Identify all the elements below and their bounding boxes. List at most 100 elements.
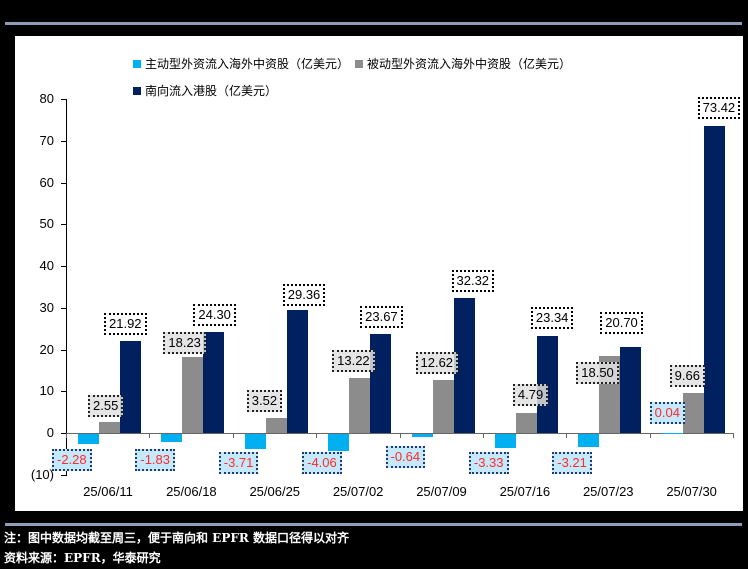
legend-item-southbound: 南向流入港股（亿美元） (133, 82, 277, 99)
bottom-rule (5, 523, 742, 526)
chart-panel (15, 36, 743, 511)
bar-active (78, 434, 99, 444)
bar-active (244, 434, 266, 450)
y-tick (61, 391, 66, 393)
bar-passive (515, 413, 537, 433)
x-tick (66, 433, 67, 438)
x-tick-label: 25/07/02 (332, 484, 384, 499)
footer-note: 注：图中数据均截至周三，便于南向和 EPFR 数据口径得以对齐 (4, 531, 350, 545)
x-tick (482, 433, 484, 438)
data-label-passive: 18.50 (576, 362, 619, 384)
data-label-passive: 18.23 (163, 332, 206, 354)
y-tick-label: 70 (39, 132, 54, 148)
y-tick (61, 474, 66, 476)
bar-active (328, 434, 350, 451)
bar-southbound (703, 126, 725, 433)
data-label-southbound: 29.36 (282, 284, 326, 306)
bar-passive (349, 377, 371, 433)
x-tick (399, 433, 401, 438)
x-tick-label: 25/07/23 (582, 484, 634, 499)
y-tick (61, 307, 66, 309)
data-label-active: -0.64 (385, 446, 426, 468)
data-label-active: -1.83 (135, 449, 176, 471)
data-label-active: -2.28 (52, 449, 92, 471)
data-label-active: -4.06 (302, 452, 342, 474)
legend-row-1: 主动型外资流入海外中资股（亿美元） 被动型外资流入海外中资股（亿美元） (133, 55, 577, 72)
y-tick (61, 349, 66, 351)
data-label-southbound: 20.70 (600, 312, 643, 334)
data-label-southbound: 73.42 (697, 97, 741, 119)
bar-active (411, 434, 433, 437)
data-label-southbound: 21.92 (104, 313, 147, 335)
legend-swatch-active-icon (133, 59, 141, 68)
x-tick (566, 433, 568, 438)
x-tick-label: 25/06/18 (166, 484, 217, 499)
data-label-passive: 13.22 (332, 350, 375, 372)
legend-row-2: 南向流入港股（亿美元） (133, 82, 283, 99)
bar-southbound (620, 346, 642, 433)
legend-label-southbound: 南向流入港股（亿美元） (145, 84, 278, 98)
bar-southbound (286, 310, 308, 433)
x-tick (733, 433, 734, 438)
data-label-southbound: 23.34 (530, 307, 574, 329)
bar-southbound (453, 298, 475, 433)
x-tick (149, 433, 151, 438)
data-label-southbound: 23.67 (360, 306, 403, 328)
y-tick-label: 80 (39, 91, 54, 106)
bar-active (494, 434, 516, 448)
data-label-southbound: 24.30 (193, 304, 236, 326)
y-tick-label: 20 (39, 341, 54, 357)
x-tick-label: 25/07/30 (666, 484, 717, 499)
x-tick-label: 25/06/25 (249, 484, 301, 499)
bar-active (661, 432, 683, 434)
x-tick (649, 433, 651, 438)
y-tick-label: 40 (39, 258, 54, 273)
y-tick (61, 99, 66, 100)
y-tick-label: 0 (46, 425, 54, 440)
legend-swatch-southbound-icon (133, 86, 141, 95)
data-label-passive: 3.52 (246, 390, 283, 412)
legend-item-passive: 被动型外资流入海外中资股（亿美元） (355, 55, 571, 72)
y-tick-label: 60 (39, 174, 54, 190)
bar-passive (432, 380, 454, 433)
x-tick-label: 25/07/16 (499, 484, 551, 499)
legend-label-passive: 被动型外资流入海外中资股（亿美元） (367, 57, 572, 71)
legend-label-active: 主动型外资流入海外中资股（亿美元） (145, 57, 350, 71)
y-tick-label: (10) (30, 466, 54, 482)
y-tick (61, 224, 66, 226)
top-rule (5, 22, 742, 25)
x-tick-label: 25/07/09 (416, 484, 467, 499)
data-label-passive: 2.55 (88, 395, 124, 417)
y-tick-label: 50 (39, 216, 54, 232)
legend-item-active: 主动型外资流入海外中资股（亿美元） (133, 55, 349, 72)
y-axis-line (66, 99, 67, 476)
y-tick (61, 182, 66, 184)
bar-passive (99, 422, 120, 433)
y-tick-label: 30 (39, 299, 54, 315)
data-label-passive: 12.62 (415, 352, 459, 374)
data-label-active: -3.21 (552, 452, 592, 474)
y-tick (61, 266, 66, 267)
y-tick (61, 140, 66, 142)
bar-passive (265, 418, 287, 433)
y-tick-label: 10 (39, 383, 54, 399)
data-label-active: 0.04 (649, 402, 685, 424)
x-tick (316, 433, 318, 438)
bar-active (578, 434, 600, 448)
data-label-passive: 9.66 (669, 365, 705, 387)
bar-southbound (203, 331, 225, 433)
data-label-active: -3.33 (468, 452, 509, 474)
bar-passive (682, 392, 704, 433)
data-label-active: -3.71 (218, 452, 259, 474)
bar-active (161, 434, 183, 442)
data-label-southbound: 32.32 (451, 270, 495, 292)
legend-swatch-passive-icon (355, 59, 364, 68)
x-tick (232, 433, 234, 438)
footer-source: 资料来源：EPFR，华泰研究 (4, 551, 161, 565)
bar-southbound (120, 341, 141, 433)
data-label-passive: 4.79 (512, 384, 549, 406)
bar-passive (182, 356, 204, 433)
bar-southbound (370, 334, 392, 433)
y-tick (61, 433, 66, 434)
x-tick-label: 25/06/11 (83, 484, 133, 499)
